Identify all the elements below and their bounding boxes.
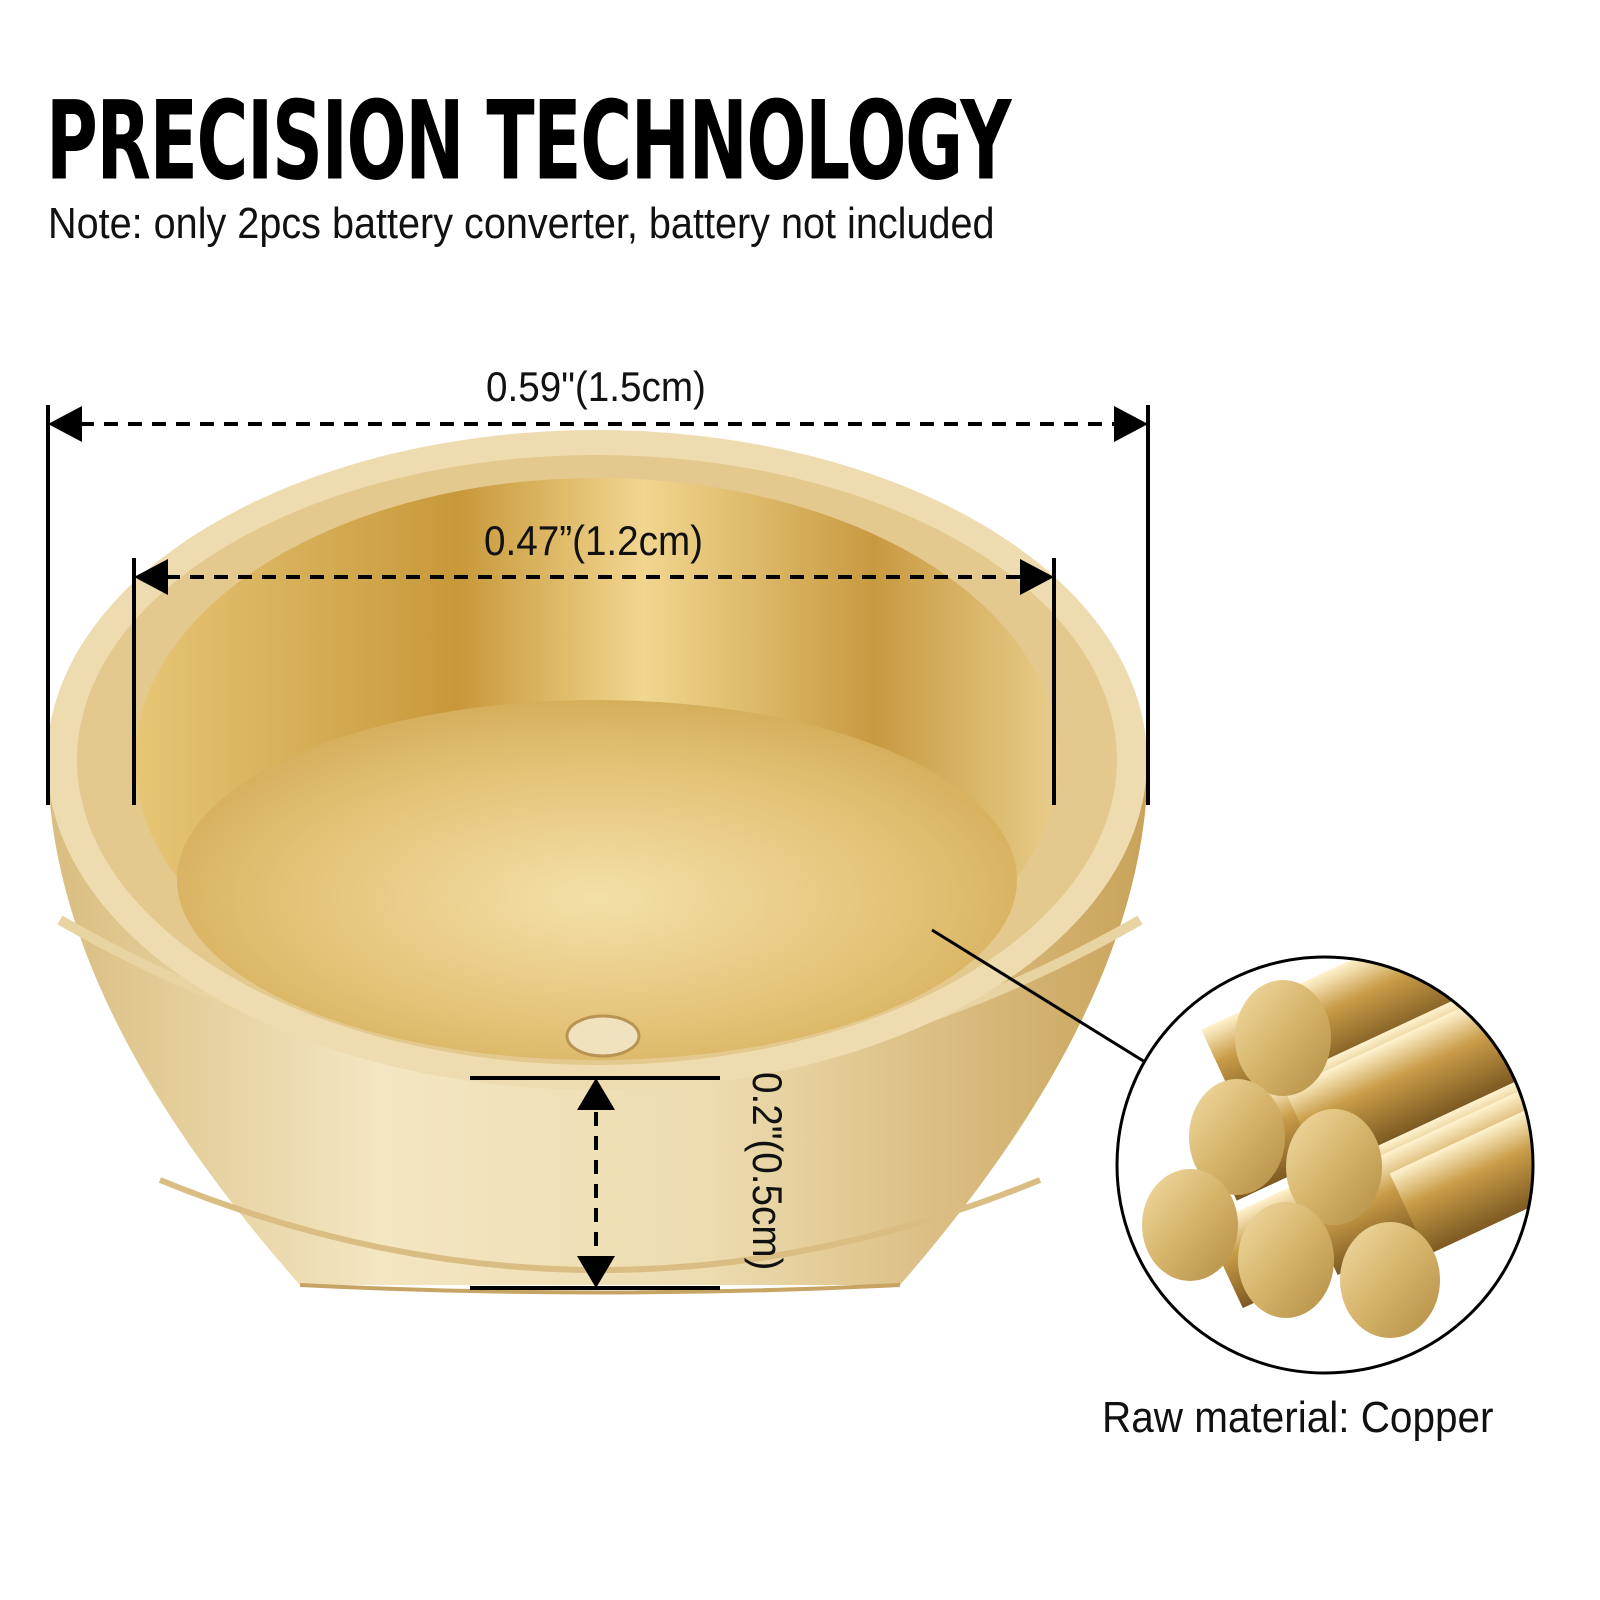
- material-label: Raw material: Copper: [1102, 1393, 1494, 1442]
- brass-cup: [47, 430, 1148, 1295]
- inner-diameter-label: 0.47”(1.2cm): [484, 517, 704, 564]
- dimension-lines: [46, 405, 1150, 1290]
- height-label: 0.2"(0.5cm): [744, 1072, 791, 1271]
- outer-diameter-label: 0.59"(1.5cm): [486, 363, 706, 410]
- note-text: Note: only 2pcs battery converter, batte…: [48, 199, 995, 248]
- page-title: PRECISION TECHNOLOGY: [46, 76, 1011, 205]
- copper-rods-inset: [1115, 955, 1535, 1375]
